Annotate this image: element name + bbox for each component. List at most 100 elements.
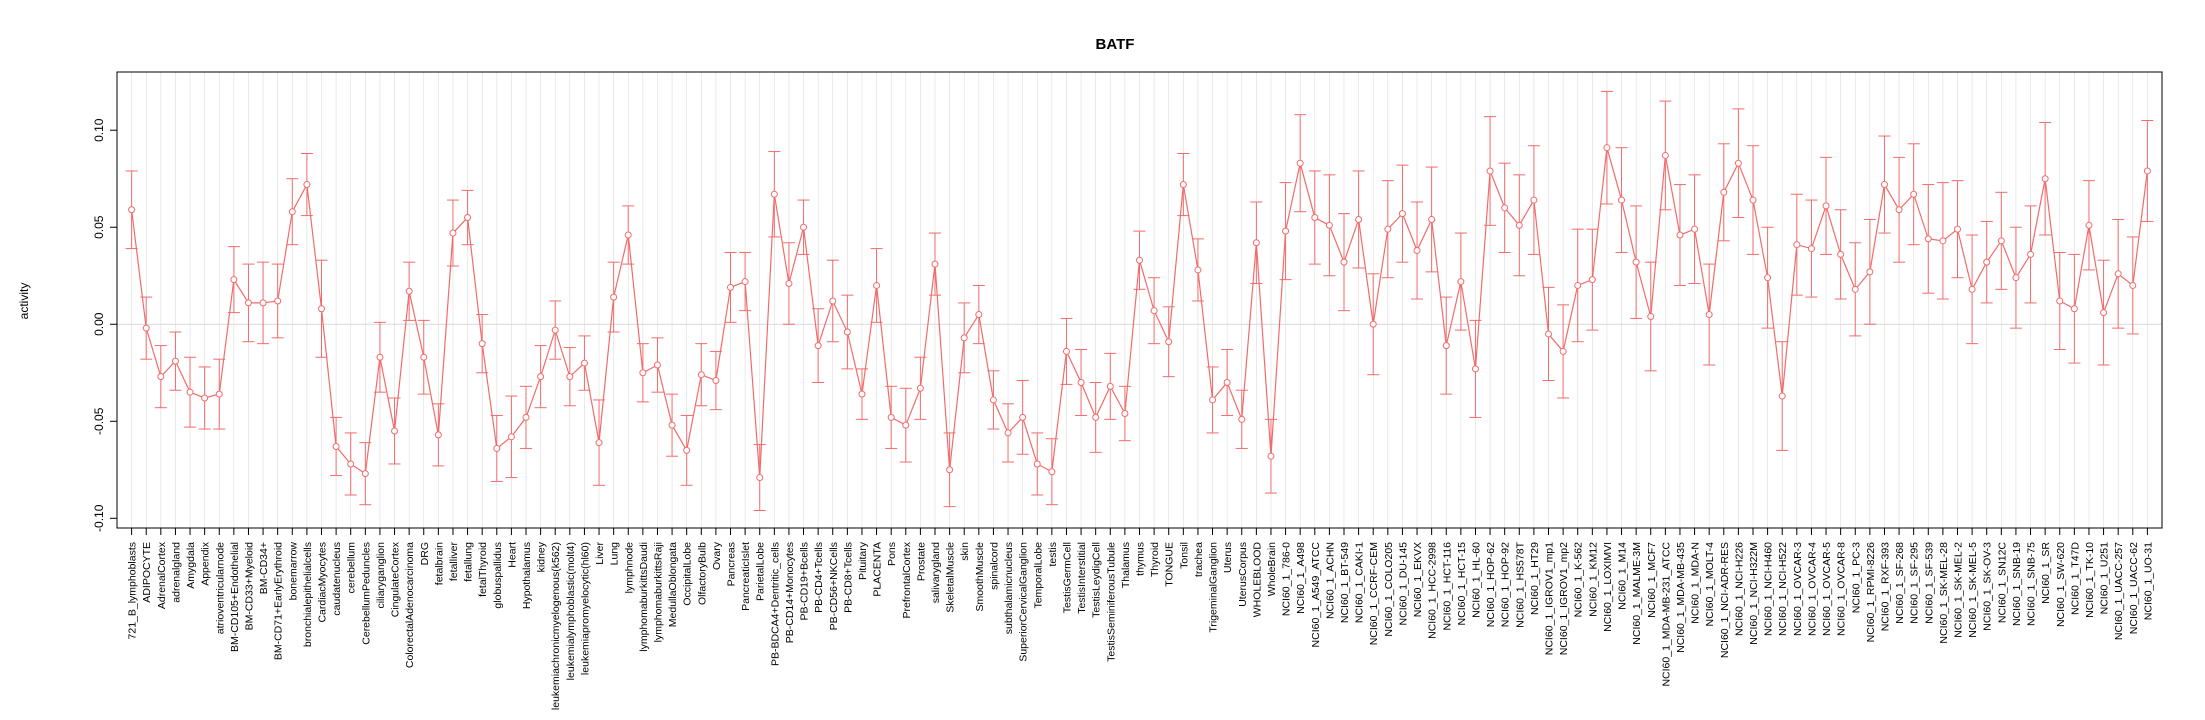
data-point [1033, 460, 1041, 468]
x-tick-label: globuspallidus [492, 542, 504, 609]
data-point [1997, 237, 2005, 245]
x-tick-label: NCI60_1_BT-549 [1339, 542, 1351, 623]
x-tick-label: NCI60_1_SF-268 [1894, 542, 1906, 624]
data-point [2114, 270, 2122, 278]
x-tick-label: cerebellum [346, 542, 358, 594]
x-tick-label: PB-CD8+Tcells [842, 542, 854, 613]
x-tick-label: thymus [1135, 542, 1147, 576]
y-tick-label: -0.05 [92, 407, 106, 435]
data-point [288, 208, 296, 216]
data-point [537, 373, 545, 381]
x-tick-label: OlfactoryBulb [696, 542, 708, 605]
x-tick-label: 721_B_lymphoblasts [127, 542, 139, 639]
data-point [405, 287, 413, 295]
x-tick-label: NCI60_1_COLO205 [1383, 542, 1395, 637]
data-point [230, 276, 238, 284]
x-tick-label: NCI60_1_SR [2040, 542, 2052, 604]
x-tick-label: NCI60_1_OVCAR-4 [1806, 542, 1818, 636]
data-point [1603, 144, 1611, 152]
x-tick-label: NCI60_1_U251 [2099, 542, 2111, 615]
x-tick-label: NCI60_1_IGROV1_mp2 [1558, 542, 1570, 655]
x-tick-label: PB-BDCA4+Dentritic_cells [769, 542, 781, 666]
x-tick-label: Uterus [1222, 542, 1234, 573]
x-tick-label: WholeBrain [1266, 542, 1278, 596]
data-point [1384, 225, 1392, 233]
data-point [566, 373, 574, 381]
data-point [1369, 320, 1377, 328]
data-point [1851, 285, 1859, 293]
x-tick-label: NCI60_1_UACC-257 [2113, 542, 2125, 640]
data-point [1223, 378, 1231, 386]
data-point [960, 334, 968, 342]
x-tick-label: fetalliver [448, 542, 460, 582]
data-point [858, 390, 866, 398]
x-tick-label: PB-CD19+Bcells [799, 542, 811, 621]
data-point [770, 190, 778, 198]
x-tick-label: lymphomaburkittsRaji [652, 542, 664, 642]
x-tick-label: TestisLeydigCell [1091, 542, 1103, 618]
data-point [478, 340, 486, 348]
x-tick-label: leukemiachronicmyelogenous(k562) [550, 542, 562, 710]
data-point [1954, 225, 1961, 233]
data-point [1296, 159, 1304, 167]
data-point [1179, 181, 1187, 189]
data-point [1252, 239, 1260, 247]
x-tick-label: NCI60_1_SNB-75 [2026, 542, 2038, 626]
data-point [1325, 221, 1333, 229]
x-tick-label: NCI60_1_LOXIMVI [1602, 542, 1614, 632]
x-tick-label: UterusCorpus [1237, 542, 1249, 607]
x-tick-label: skin [959, 542, 971, 561]
data-point [946, 466, 954, 474]
data-point [902, 421, 910, 429]
data-point [580, 359, 588, 367]
data-point [2085, 221, 2093, 229]
x-tick-label: NCI60_1_MOLT-4 [1704, 542, 1716, 627]
x-tick-label: SkeletalMuscle [945, 542, 957, 613]
data-point [800, 223, 808, 231]
data-point [697, 371, 705, 379]
x-tick-label: NCI60_1_HOP-92 [1500, 542, 1512, 627]
x-tick-label: TONGUE [1164, 542, 1176, 587]
x-tick-label: NCI60_1_A498 [1295, 542, 1307, 614]
data-point [1150, 307, 1158, 315]
data-point [244, 299, 252, 307]
x-tick-label: Heart [506, 542, 518, 568]
y-axis-label: activity [17, 283, 31, 320]
data-point [2056, 297, 2064, 305]
data-point [712, 377, 720, 385]
data-point [843, 328, 851, 336]
x-tick-label: TestisInterstitial [1076, 542, 1088, 614]
data-point [1077, 378, 1085, 386]
data-point [1136, 256, 1143, 264]
data-point [916, 384, 924, 392]
data-point [1924, 235, 1932, 243]
data-point [449, 229, 457, 237]
x-tick-label: BM-CD105+Endothelial [229, 542, 241, 652]
data-point [1734, 159, 1742, 167]
data-point [551, 326, 559, 334]
x-tick-label: NCI60_1_K-562 [1573, 542, 1585, 617]
data-point [318, 305, 325, 313]
x-tick-label: NCI60_1_SW-620 [2055, 542, 2067, 627]
data-point [201, 394, 209, 402]
x-tick-label: NCI60_1_MDA-MB-231_ATCC [1660, 542, 1672, 687]
data-point [2143, 167, 2151, 175]
data-point [975, 311, 983, 319]
x-tick-label: fetalbrain [433, 542, 445, 585]
data-point [1311, 214, 1319, 222]
data-point [1968, 285, 1976, 293]
data-point [157, 373, 165, 381]
data-point [1165, 338, 1173, 346]
data-point [873, 281, 881, 289]
data-point [1004, 429, 1012, 437]
x-tick-label: NCI60_1_786-0 [1281, 542, 1293, 616]
x-tick-label: NCI60_1_SK-MEL-2 [1953, 542, 1965, 638]
x-tick-label: bronchialepithelialcells [302, 542, 314, 647]
x-tick-label: NCI60_1_IGROV1_mp1 [1544, 542, 1556, 655]
data-point [1822, 202, 1830, 210]
x-tick-label: NCI60_1_T47D [2069, 542, 2081, 615]
data-point [829, 297, 837, 305]
data-point [1793, 241, 1801, 249]
data-point [741, 278, 749, 286]
x-tick-label: NCI60_1_PC-3 [1850, 542, 1862, 613]
